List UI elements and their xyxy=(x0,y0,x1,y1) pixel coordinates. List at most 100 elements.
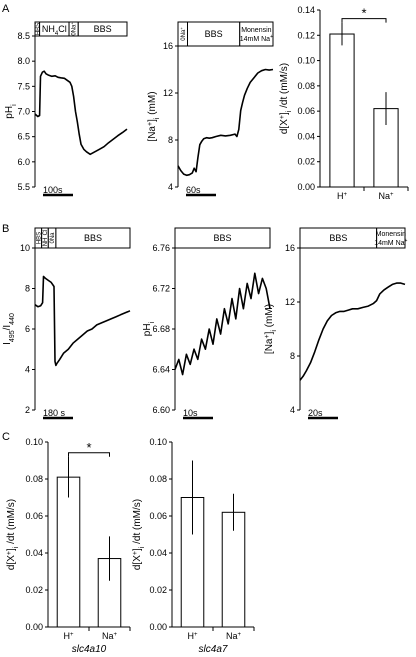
y-label-unit: /dt (mM/s) xyxy=(132,499,143,547)
solution-text: 0Na xyxy=(181,29,187,41)
solution-label: 0Na xyxy=(50,232,56,244)
y-tick-label: 0.06 xyxy=(297,106,315,116)
solution-label: HBS xyxy=(35,23,41,35)
category-sup: + xyxy=(194,632,198,638)
y-tick-label: 0.08 xyxy=(149,474,167,484)
solution-label: BBS xyxy=(94,24,112,34)
y-label-sub: i xyxy=(11,104,18,106)
y-label-main: d[X xyxy=(6,555,17,570)
y-label-sub: i xyxy=(154,117,161,119)
y-axis-label: d[X+]i /dt (mM/s) xyxy=(279,63,293,134)
solution-label-line2: 14mM Na+ xyxy=(374,238,407,247)
y-axis-label: d[X+]i /dt (mM/s) xyxy=(6,499,20,570)
y-tick-label: 6.60 xyxy=(152,405,170,415)
y-label-sub: i xyxy=(286,110,293,112)
bar xyxy=(56,476,81,628)
y-label-main: [Na xyxy=(264,338,275,354)
x-tick-label: H+ xyxy=(187,631,198,641)
y-label-sup: + xyxy=(147,122,154,126)
y-tick-label: 6.64 xyxy=(152,365,170,375)
y-label-tail: ] xyxy=(147,119,158,122)
y-tick-label: 12 xyxy=(163,88,173,98)
y-tick-label: 8.0 xyxy=(17,56,30,66)
y-tick-label: 0.04 xyxy=(25,548,43,558)
trace-line xyxy=(34,70,128,156)
y-tick-label: 7.0 xyxy=(17,107,30,117)
y-tick-label: 0.00 xyxy=(297,182,315,192)
solution-box xyxy=(77,21,128,37)
y-axis-label: pHi xyxy=(142,321,156,336)
y-axis-label: I495/I440 xyxy=(2,313,16,345)
solution-text: 0Na xyxy=(72,24,78,36)
y-tick-label: 6 xyxy=(25,324,30,334)
category-text: H xyxy=(187,631,194,641)
solution-text: BBS xyxy=(84,233,102,243)
solution-label: BBS xyxy=(205,29,223,39)
x-tick-label: Na+ xyxy=(102,631,118,641)
solution-box xyxy=(376,227,406,249)
y-tick-label: 0.00 xyxy=(149,622,167,632)
y-tick-label: 8 xyxy=(290,351,295,361)
solution-sup: + xyxy=(178,27,183,30)
x-tick-label: H+ xyxy=(337,191,348,201)
y-label-unit: (mM) xyxy=(264,304,275,330)
y-label-unit: /dt (mM/s) xyxy=(279,63,290,111)
y-tick-label: 0.02 xyxy=(25,585,43,595)
solution-sup: + xyxy=(270,34,273,40)
y-label-sup: + xyxy=(279,115,286,119)
x-tick-label: Na+ xyxy=(226,631,242,641)
trace-line xyxy=(177,68,274,177)
y-tick-label: 6.5 xyxy=(17,132,30,142)
y-tick-label: 5.5 xyxy=(17,182,30,192)
y-tick-label: 4 xyxy=(168,182,173,192)
solution-box xyxy=(55,227,131,249)
panel-label-a: A xyxy=(2,3,10,15)
y-label-main: d[X xyxy=(132,555,143,570)
chart-c1: 0.100.080.060.040.020.00d[X+]i /dt (mM/s… xyxy=(6,437,131,655)
y-label-sub: 495 xyxy=(9,330,16,342)
category-text: Na xyxy=(226,631,238,641)
y-tick-label: 8.5 xyxy=(17,31,30,41)
solution-text: NH xyxy=(43,238,49,247)
y-label-sub: i xyxy=(271,330,278,332)
solution-box xyxy=(239,21,274,47)
solution-label: BBS xyxy=(84,233,102,243)
y-tick-label: 0.04 xyxy=(297,131,315,141)
y-label-sub: i xyxy=(149,321,156,323)
y-tick-label: 0.04 xyxy=(149,548,167,558)
solution-text: 0Na xyxy=(50,232,56,244)
bar xyxy=(329,33,355,188)
solution-sub: 4 xyxy=(55,31,59,37)
solution-label: NH4Cl xyxy=(42,24,67,37)
category-text: H xyxy=(63,631,70,641)
category-text: Na xyxy=(102,631,114,641)
scale-bar-label: 20s xyxy=(308,408,323,418)
category-text: H xyxy=(337,191,344,201)
category-text: Na xyxy=(378,191,390,201)
solution-label: BBS xyxy=(329,233,347,243)
solution-box xyxy=(174,227,271,249)
solution-label: 0Na+ xyxy=(178,27,187,41)
y-label-unit: /dt (mM/s) xyxy=(6,499,17,547)
y-tick-label: 8 xyxy=(25,284,30,294)
scale-bar-label: 10s xyxy=(183,408,198,418)
y-label-main: [Na xyxy=(147,126,158,142)
y-tick-label: 4 xyxy=(290,405,295,415)
y-label-sub: i xyxy=(13,546,20,548)
y-tick-label: 6.72 xyxy=(152,284,170,294)
significance-bracket xyxy=(341,18,387,23)
y-label-main: I xyxy=(2,342,13,345)
solution-label: Monensin xyxy=(241,27,271,34)
solution-text: 14mM Na xyxy=(374,240,404,247)
y-axis-label: [Na+]i (mM) xyxy=(264,304,278,354)
significance-star: * xyxy=(86,440,91,455)
y-tick-label: 6.0 xyxy=(17,157,30,167)
trace-line xyxy=(34,275,131,367)
scale-bar-label: 60s xyxy=(186,185,201,195)
solution-sup: + xyxy=(69,22,74,25)
